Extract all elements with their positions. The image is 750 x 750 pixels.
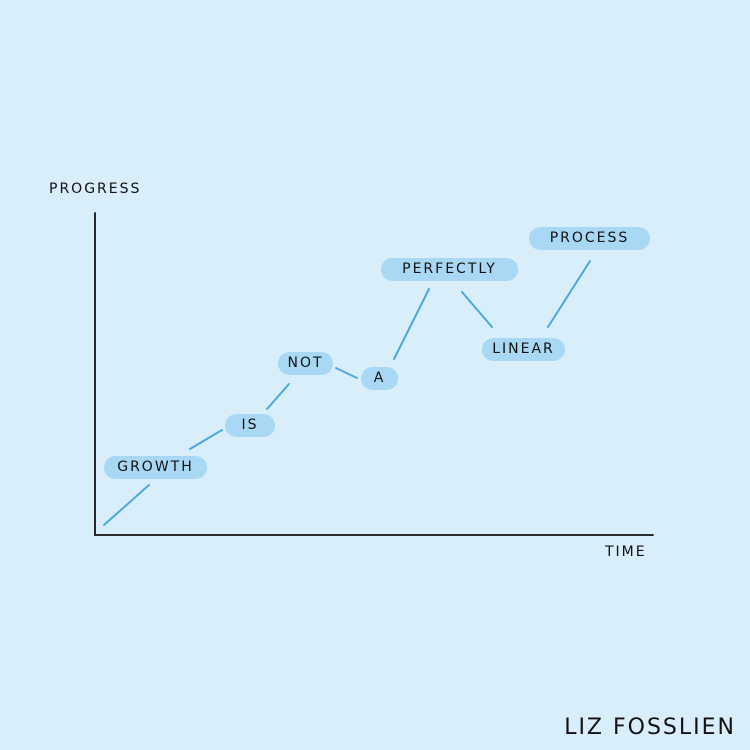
author-signature: LIZ FOSSLIEN — [564, 715, 736, 740]
word-pill-linear: LINEAR — [482, 338, 565, 361]
word-pill-not: NOT — [278, 352, 333, 375]
word-pill-is: IS — [225, 414, 275, 437]
x-axis-label: TIME — [605, 544, 647, 560]
connector-linear-process — [547, 260, 591, 328]
connector-origin-growth — [103, 484, 150, 526]
connector-growth-is — [189, 429, 223, 450]
word-pill-a: A — [361, 367, 398, 390]
word-pill-process: PROCESS — [529, 227, 650, 250]
y-axis-label: PROGRESS — [49, 181, 142, 197]
connector-not-a — [335, 367, 358, 379]
word-pill-growth: GROWTH — [104, 456, 207, 479]
connector-perfectly-linear — [461, 291, 493, 328]
word-pill-perfectly: PERFECTLY — [381, 258, 518, 281]
connector-is-not — [266, 383, 290, 410]
connector-a-perfectly — [393, 288, 430, 360]
